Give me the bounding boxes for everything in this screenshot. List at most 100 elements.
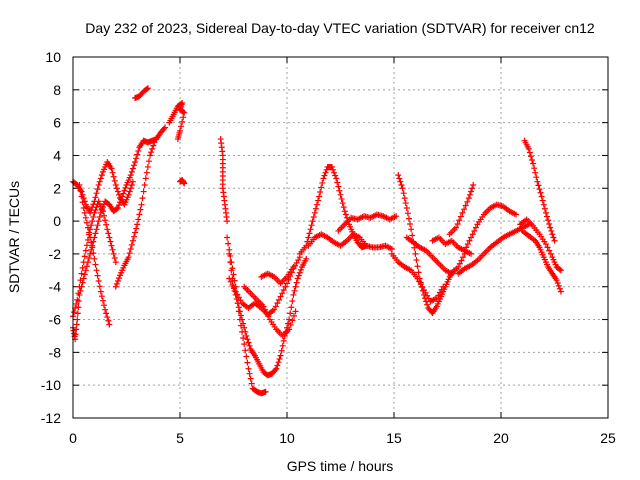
data-point [461, 206, 468, 213]
y-tick-label: -4 [49, 279, 62, 295]
data-point [456, 260, 463, 267]
data-point [241, 341, 248, 348]
data-point [133, 155, 140, 162]
data-point [116, 202, 123, 209]
y-tick-label: -8 [49, 344, 62, 360]
data-point [317, 188, 324, 195]
data-point [97, 175, 104, 182]
series-arc-s [388, 250, 447, 305]
data-point [224, 234, 231, 241]
data-point [105, 230, 112, 237]
data-point [91, 209, 98, 216]
y-tick-label: 0 [53, 213, 61, 229]
data-point [113, 205, 120, 212]
data-point [272, 303, 279, 310]
series-arc-w [461, 201, 519, 254]
data-point [83, 263, 90, 270]
data-point [464, 241, 471, 248]
data-point [109, 246, 116, 253]
data-point [414, 263, 421, 270]
data-point [129, 178, 136, 185]
data-point [322, 169, 329, 176]
data-point [461, 247, 468, 254]
data-point [279, 342, 286, 349]
data-point [471, 227, 478, 234]
data-point [276, 355, 283, 362]
data-point [77, 277, 84, 284]
data-point [546, 220, 553, 227]
series-arc-g [166, 99, 188, 143]
data-point [277, 293, 284, 300]
series-arc-i [217, 136, 231, 225]
data-point [79, 264, 86, 271]
data-point [81, 253, 88, 260]
data-point [544, 244, 551, 251]
data-point [143, 169, 150, 176]
data-point [149, 145, 156, 152]
data-point [77, 187, 84, 194]
data-point [107, 238, 114, 245]
data-point [95, 181, 102, 188]
data-point [94, 272, 101, 279]
data-point [337, 191, 344, 198]
data-point [93, 226, 100, 233]
data-point [127, 172, 134, 179]
data-point [286, 326, 293, 333]
data-point [556, 285, 563, 292]
data-point [291, 287, 298, 294]
data-point [542, 241, 549, 248]
data-point [80, 275, 87, 282]
data-point [526, 149, 533, 156]
series-arc-f [132, 85, 151, 102]
data-point [130, 233, 137, 240]
data-point [554, 280, 561, 287]
data-point [247, 375, 254, 382]
data-point [342, 211, 349, 218]
data-point [91, 255, 98, 262]
data-point [405, 215, 412, 222]
data-point [144, 163, 151, 170]
data-point [549, 231, 556, 238]
data-point [413, 257, 420, 264]
data-point [83, 242, 90, 249]
data-point [89, 218, 96, 225]
data-point [112, 181, 119, 188]
data-point [139, 195, 146, 202]
series-arc-a [70, 159, 136, 216]
data-point [440, 283, 447, 290]
data-point [180, 108, 187, 115]
data-point [94, 186, 101, 193]
data-point [144, 85, 151, 92]
data-point [117, 199, 124, 206]
y-tick-label: 2 [53, 180, 61, 196]
data-point [546, 247, 553, 254]
data-point [408, 226, 415, 233]
data-point [545, 217, 552, 224]
data-point [92, 230, 99, 237]
data-point [529, 156, 536, 163]
series-arc-h [177, 177, 188, 187]
data-point [316, 193, 323, 200]
data-point [120, 190, 127, 197]
data-point [468, 250, 475, 257]
data-point [244, 336, 251, 343]
data-point [531, 165, 538, 172]
data-point [292, 283, 299, 290]
y-tick-label: -2 [49, 246, 62, 262]
data-point [132, 159, 139, 166]
data-point [550, 234, 557, 241]
data-point [174, 136, 181, 143]
data-point [288, 304, 295, 311]
plot-frame [72, 56, 609, 419]
data-point [151, 139, 158, 146]
data-point [74, 310, 81, 317]
data-point [284, 280, 290, 287]
data-point [111, 177, 118, 184]
data-point [465, 195, 472, 202]
data-point [101, 212, 108, 219]
data-point [86, 229, 93, 236]
data-point [106, 234, 113, 241]
data-point [338, 195, 345, 202]
data-point [74, 316, 81, 323]
data-point [98, 293, 105, 300]
